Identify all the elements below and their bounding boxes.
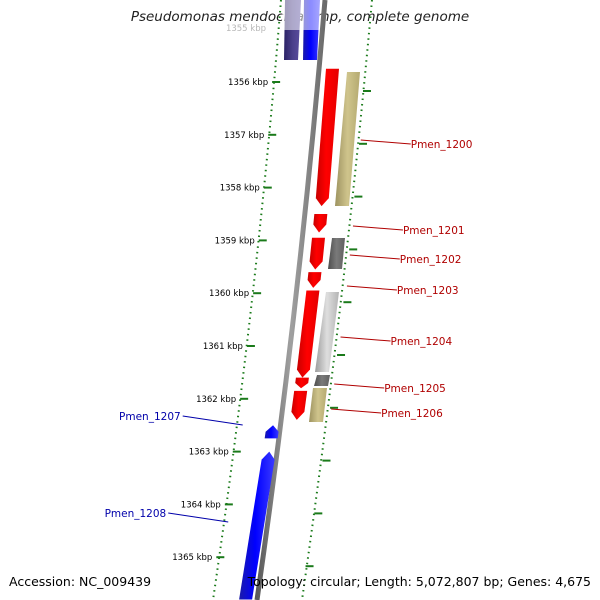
gene-label: Pmen_1203 <box>397 285 459 297</box>
tick-label: 1360 kbp <box>209 289 249 299</box>
tick-label: 1363 kbp <box>189 448 229 458</box>
label-leader <box>334 383 385 389</box>
tick-label: 1359 kbp <box>215 236 255 246</box>
gene-pmen_1201[interactable] <box>313 214 328 233</box>
label-leader <box>168 512 229 523</box>
label-leader <box>182 415 243 426</box>
label-leader <box>346 285 397 291</box>
gene-pmen_1204[interactable] <box>296 290 320 378</box>
tick-label: 1362 kbp <box>196 395 236 405</box>
gene-label: Pmen_1207 <box>119 411 181 423</box>
gene-label: Pmen_1201 <box>403 225 465 237</box>
tick-label: 1361 kbp <box>203 342 243 352</box>
gene-pmen_1208[interactable] <box>239 451 275 600</box>
gene-label: Pmen_1205 <box>384 383 446 395</box>
gene-pmen_1202[interactable] <box>309 237 326 270</box>
tick-label-partial: 1355 kbp <box>226 24 266 34</box>
gene-pmen_1203[interactable] <box>307 272 322 288</box>
label-leader <box>352 225 403 231</box>
gene-label: Pmen_1206 <box>381 408 443 420</box>
label-leader <box>340 336 391 342</box>
gene-labels: Pmen_1200 Pmen_1201 Pmen_1202 Pmen_1203 Pmen… <box>105 139 473 523</box>
tick-label: 1364 kbp <box>181 500 221 510</box>
gene-label: Pmen_1200 <box>411 139 473 151</box>
gene-features <box>239 68 339 600</box>
label-leader <box>349 254 400 260</box>
feature-bars <box>309 72 360 422</box>
tick-label: 1356 kbp <box>228 78 268 88</box>
genome-summary-text: Topology: circular; Length: 5,072,807 bp… <box>247 574 591 589</box>
tick-label: 1357 kbp <box>224 131 264 141</box>
gene-label: Pmen_1202 <box>400 254 462 266</box>
genome-backbone <box>254 0 328 600</box>
gene-label: Pmen_1208 <box>105 508 167 520</box>
label-leader <box>360 139 411 145</box>
gene-pmen_1207[interactable] <box>264 425 279 439</box>
top-blue-features <box>282 0 320 60</box>
accession-text: Accession: NC_009439 <box>9 574 152 589</box>
scale-ticks: 1355 kbp 1356 kbp 1357 kbp 1358 kbp 1359 kbp… <box>172 24 371 568</box>
gene-pmen_1200[interactable] <box>315 68 339 207</box>
gene-label: Pmen_1204 <box>391 336 453 348</box>
tick-label: 1365 kbp <box>172 553 212 563</box>
label-leader <box>331 408 382 414</box>
gene-pmen_1206[interactable] <box>291 390 308 420</box>
tick-label: 1358 kbp <box>220 184 260 194</box>
gene-pmen_1205[interactable] <box>295 377 309 389</box>
